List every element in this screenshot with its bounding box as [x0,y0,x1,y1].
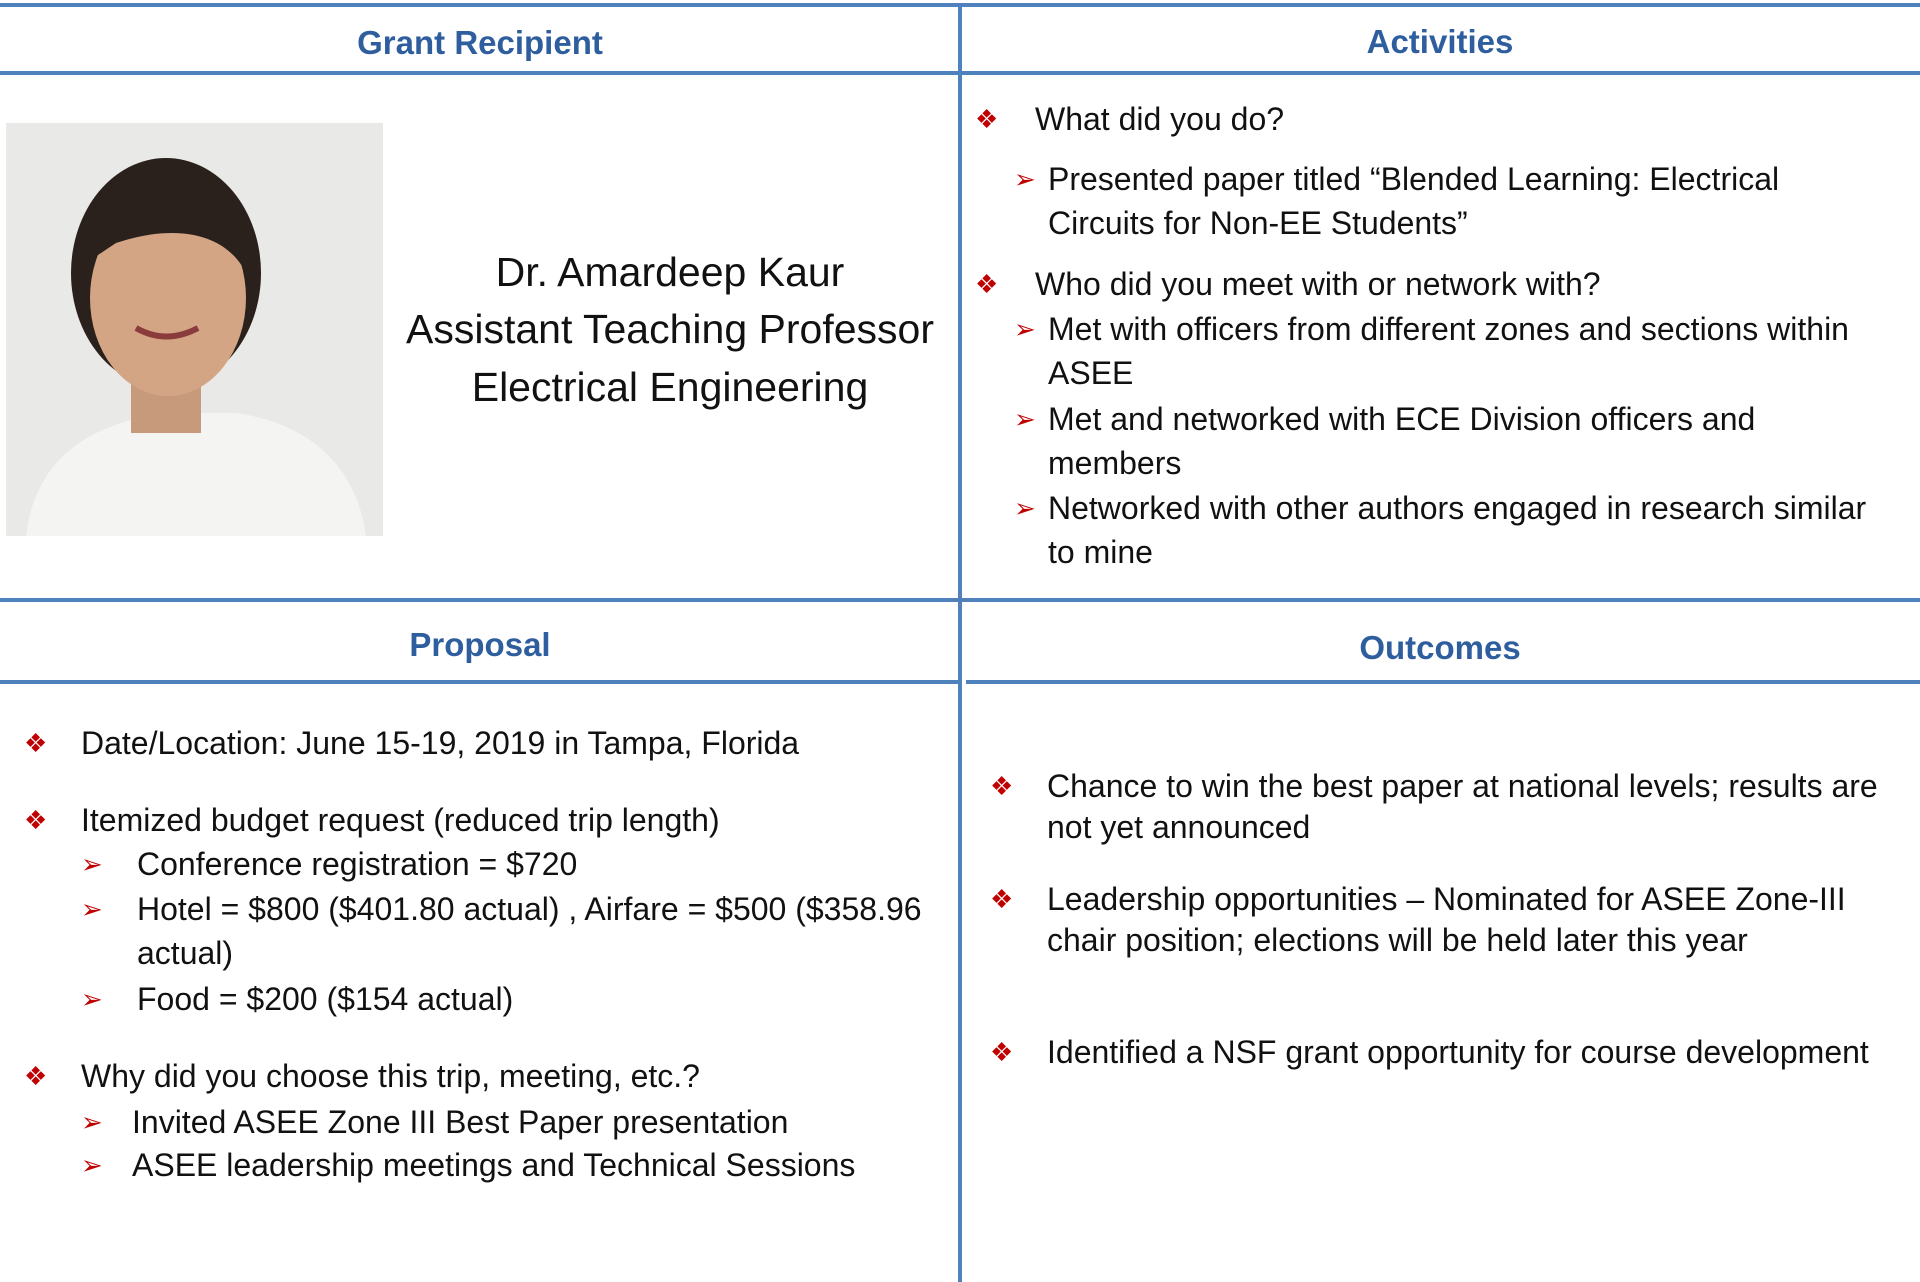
photo [6,123,383,536]
bullet: ➢ [1014,397,1036,441]
text: Food = $200 ($154 actual) [137,977,927,1021]
heading: Activities [960,22,1920,62]
bullet: ➢ [81,1100,103,1144]
text: Hotel = $800 ($401.80 actual) , Airfare … [137,887,927,975]
rule [966,680,1920,684]
bullet: ➢ [1014,486,1036,530]
bullet: ➢ [81,887,103,931]
bullet: ➢ [81,977,103,1021]
heading: Grant Recipient [0,23,960,63]
recipient-department: Electrical Engineering [390,358,950,416]
bullet: ➢ [81,1143,103,1187]
text: Who did you meet with or network with? [1035,262,1875,306]
text: Met and networked with ECE Division offi… [1048,397,1888,485]
recipient-title: Assistant Teaching Professor [390,300,950,358]
text: Conference registration = $720 [137,842,927,886]
bullet: ❖ [990,1032,1013,1073]
text: What did you do? [1035,97,1875,141]
bullet: ➢ [1014,157,1036,201]
bullet: ➢ [1014,307,1036,351]
recipient-name: Dr. Amardeep Kaur [390,243,950,301]
text: Presented paper titled “Blended Learning… [1048,157,1888,245]
text: Identified a NSF grant opportunity for c… [1047,1032,1887,1073]
bullet: ❖ [990,766,1013,807]
text: Met with officers from different zones a… [1048,307,1888,395]
text: Chance to win the best paper at national… [1047,766,1887,848]
text: Leadership opportunities – Nominated for… [1047,879,1887,961]
bullet: ❖ [24,798,47,842]
text: Networked with other authors engaged in … [1048,486,1888,574]
heading: Proposal [0,625,960,665]
text: Why did you choose this trip, meeting, e… [81,1054,951,1098]
bullet: ❖ [24,721,47,765]
text: ASEE leadership meetings and Technical S… [132,1143,922,1187]
text: Invited ASEE Zone III Best Paper present… [132,1100,922,1144]
slide: {"grant_recipient": {"heading": "Grant R… [0,0,1920,1282]
bullet: ❖ [975,262,998,306]
bullet: ❖ [975,97,998,141]
text: Date/Location: June 15-19, 2019 in Tampa… [81,721,951,765]
text: Itemized budget request (reduced trip le… [81,798,951,842]
bullet: ❖ [24,1054,47,1098]
heading: Outcomes [960,628,1920,668]
bullet: ❖ [990,879,1013,920]
rule [0,680,958,684]
bullet: ➢ [81,842,103,886]
